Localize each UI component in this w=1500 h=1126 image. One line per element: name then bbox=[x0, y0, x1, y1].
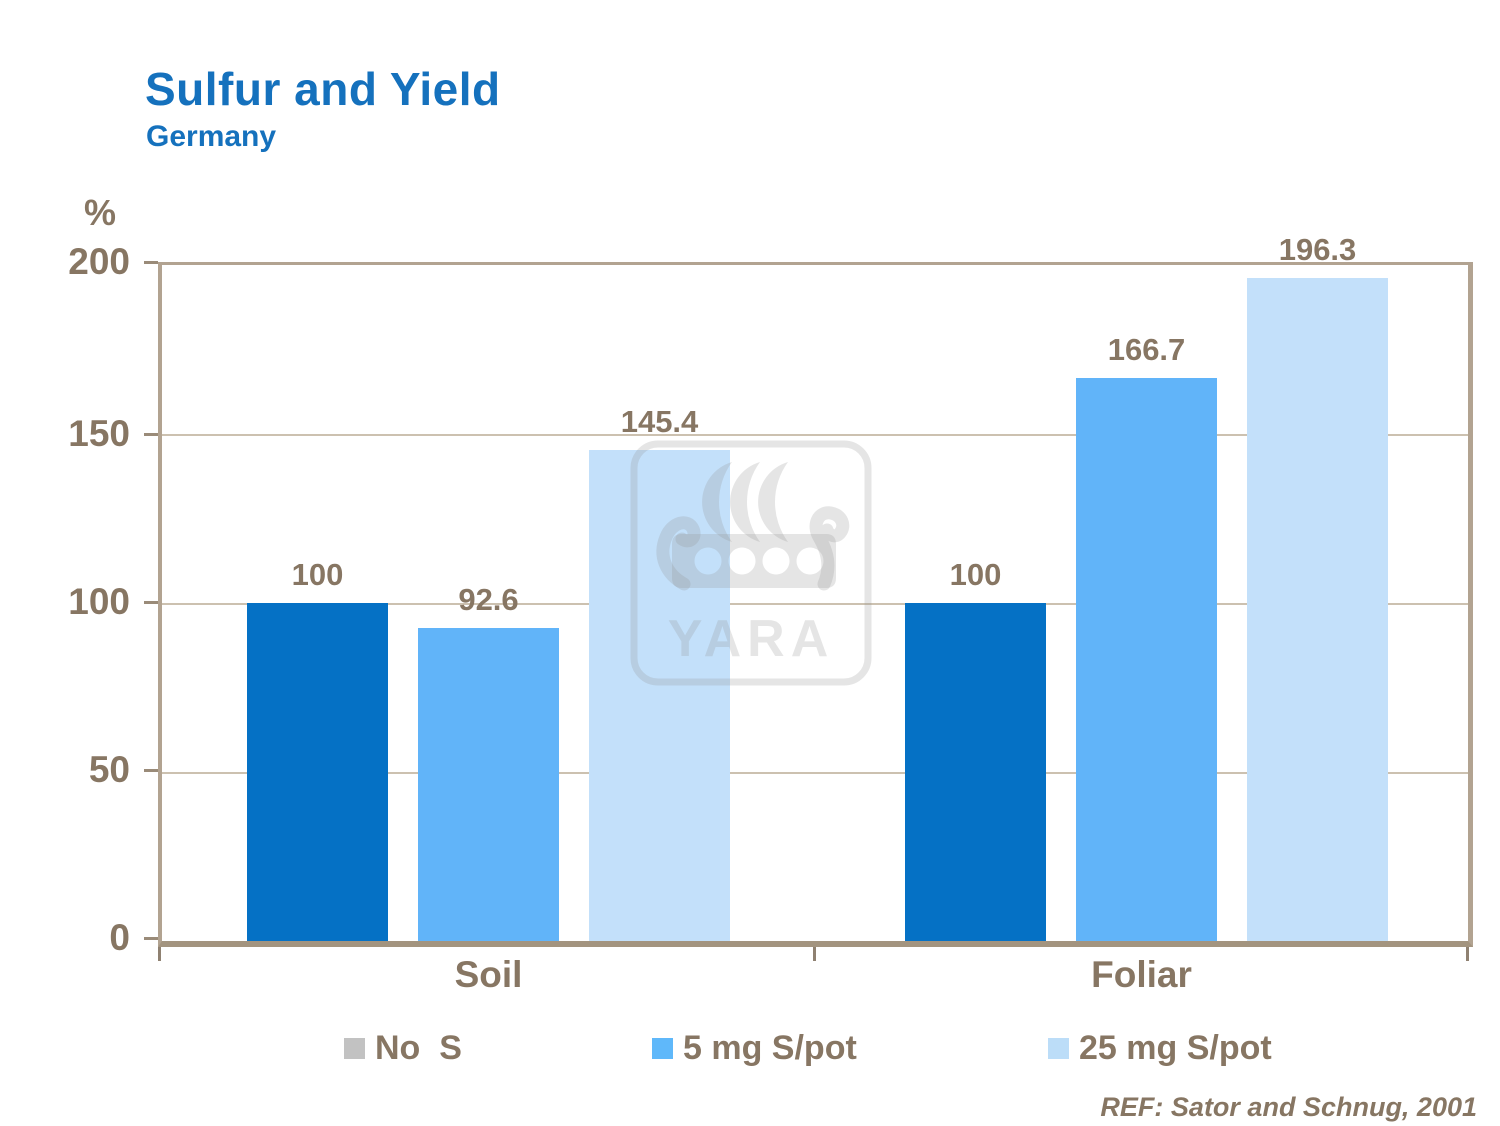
plot-area: 100 92.6 145.4 100 166.7 196.3 bbox=[158, 232, 1473, 961]
legend-swatch-5mg bbox=[652, 1037, 673, 1059]
legend-item-25mg: 25 mg S/pot bbox=[1048, 1026, 1272, 1070]
bar-value-label-foliar-5mg: 166.7 bbox=[1107, 331, 1186, 367]
y-tick-mark bbox=[144, 769, 158, 772]
y-tick-mark bbox=[144, 433, 158, 436]
x-tick-mark bbox=[1466, 947, 1469, 961]
legend-label-25mg: 25 mg S/pot bbox=[1079, 1028, 1272, 1067]
x-category-label-foliar: Foliar bbox=[1091, 954, 1192, 995]
yara-watermark-logo: YARA bbox=[630, 440, 872, 686]
gridline-50 bbox=[162, 772, 1468, 774]
watermark-hull bbox=[672, 534, 836, 588]
watermark-stern bbox=[809, 506, 850, 591]
bar-value-label-foliar-no-s: 100 bbox=[949, 557, 1002, 592]
bar-foliar-25mg: 196.3 bbox=[1247, 232, 1388, 941]
x-tick-mark bbox=[813, 947, 816, 961]
y-tick-label-150: 150 bbox=[68, 413, 130, 454]
reference-text: REF: Sator and Schnug, 2001 bbox=[1100, 1092, 1477, 1122]
bar-value-label-soil-no-s: 100 bbox=[291, 557, 344, 592]
x-category-label-soil: Soil bbox=[454, 954, 523, 995]
watermark-sail-crescent bbox=[758, 462, 788, 542]
y-tick-label-50: 50 bbox=[88, 749, 130, 790]
y-tick-mark bbox=[144, 937, 158, 940]
legend-item-5mg: 5 mg S/pot bbox=[652, 1026, 857, 1070]
bar-soil-5mg: 92.6 bbox=[418, 582, 559, 941]
y-tick-mark bbox=[144, 601, 158, 604]
page-title: Sulfur and Yield bbox=[145, 63, 501, 115]
y-tick-label-200: 200 bbox=[68, 241, 130, 282]
y-tick-label-100: 100 bbox=[68, 581, 130, 622]
legend-item-no-s: No S bbox=[344, 1026, 462, 1070]
bar-value-label-soil-5mg: 92.6 bbox=[458, 582, 519, 618]
bar-soil-25mg: 145.4 bbox=[589, 404, 730, 941]
y-tick-label-0: 0 bbox=[109, 917, 130, 958]
bar-value-label-foliar-25mg: 196.3 bbox=[1278, 231, 1357, 267]
bar-foliar-5mg: 166.7 bbox=[1076, 332, 1217, 941]
bar-soil-no-s: 100 bbox=[247, 557, 388, 941]
gridline-150 bbox=[162, 434, 1468, 436]
legend-swatch-25mg bbox=[1048, 1037, 1069, 1059]
watermark-sail-crescent bbox=[702, 462, 732, 542]
bar-foliar-no-s: 100 bbox=[905, 557, 1046, 941]
watermark-prow bbox=[656, 516, 701, 591]
legend-swatch-no-s bbox=[344, 1037, 365, 1059]
watermark-text: YARA bbox=[668, 610, 835, 668]
watermark-border bbox=[630, 440, 872, 686]
legend-label-5mg: 5 mg S/pot bbox=[683, 1028, 857, 1067]
y-tick-mark bbox=[144, 261, 158, 264]
x-tick-mark bbox=[158, 947, 161, 961]
y-axis-unit-label: % bbox=[83, 192, 116, 233]
bar-value-label-soil-25mg: 145.4 bbox=[620, 403, 699, 439]
watermark-sail-crescent bbox=[730, 462, 760, 542]
page-subtitle: Germany bbox=[146, 120, 277, 153]
legend-label-no-s: No S bbox=[375, 1028, 462, 1067]
gridline-100 bbox=[162, 603, 1468, 605]
